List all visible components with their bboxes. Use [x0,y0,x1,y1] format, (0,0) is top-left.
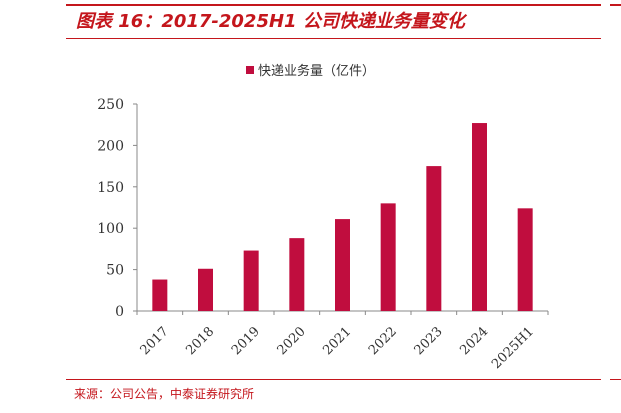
chart-legend: 快递业务量（亿件） [0,60,621,79]
legend-swatch [245,65,254,74]
x-tick-label: 2022 [366,324,400,358]
x-tick-label: 2018 [183,324,217,358]
bar [426,166,442,311]
y-tick-label: 200 [97,138,124,154]
x-tick-label: 2023 [412,324,446,358]
bar [289,238,305,311]
y-tick-label: 100 [97,221,124,237]
header-top-rule [66,4,601,6]
legend-label: 快递业务量（亿件） [257,64,375,79]
source-note: 来源：公司公告，中泰证券研究所 [74,387,255,401]
source-rule-fragment [610,379,621,380]
x-tick-label: 2021 [320,324,354,358]
bar [152,279,168,311]
x-tick-label: 2019 [229,324,263,358]
bar [472,123,487,311]
x-tick-label: 2017 [138,324,172,358]
y-tick-label: 50 [106,263,124,279]
bar [380,203,396,311]
y-tick-label: 150 [97,180,124,196]
header-bottom-rule [66,38,601,39]
bar [243,250,259,311]
y-tick-label: 250 [97,97,124,113]
x-tick-label: 2024 [457,324,491,358]
bar [517,208,533,311]
x-tick-label: 2025H1 [489,324,537,372]
y-tick-label: 0 [115,304,124,320]
figure-title: 图表 16：2017-2025H1 公司快递业务量变化 [76,11,465,32]
header-top-rule-fragment [610,4,621,6]
x-tick-label: 2020 [275,324,309,358]
source-rule [66,379,601,380]
bar [198,268,213,311]
bar [335,219,350,311]
